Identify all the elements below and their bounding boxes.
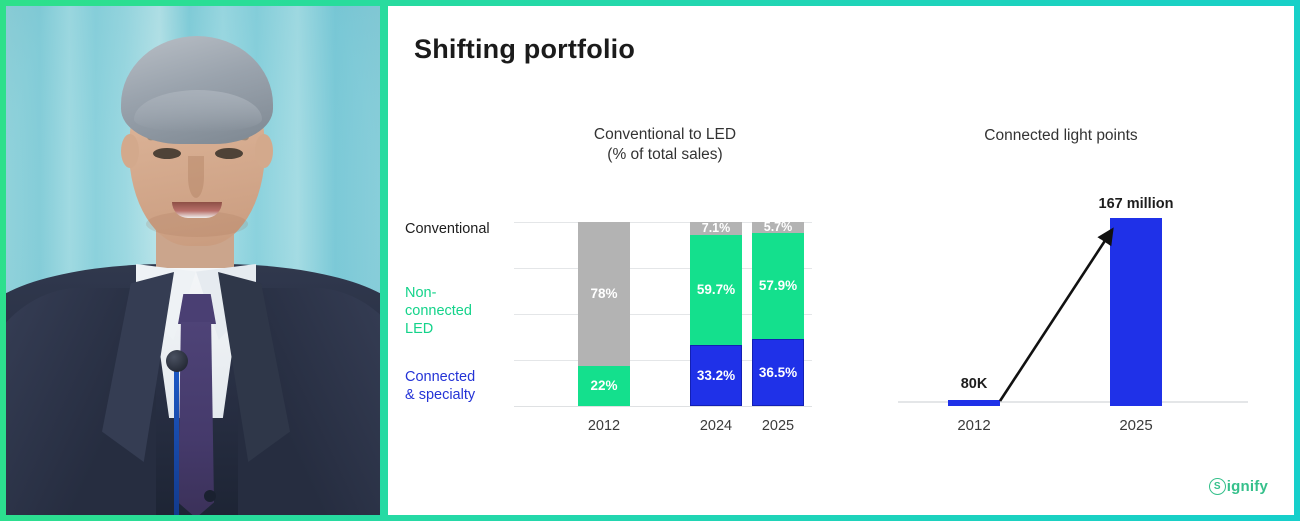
xtick-2025: 2025: [761, 418, 795, 434]
speaker-hair-fringe: [134, 90, 262, 132]
signify-logo-mark-icon: S: [1208, 478, 1226, 495]
bar-column-2024[interactable]: 7.1% 59.7% 33.2%: [690, 221, 742, 406]
speaker-nose: [188, 156, 204, 198]
bar-column-2012[interactable]: 78% 22%: [578, 222, 630, 406]
legend-non-connected-led: Non- connected LED: [405, 284, 500, 338]
signify-logo: S ignify: [1208, 478, 1268, 495]
axis-baseline: [514, 406, 812, 407]
segment-non-connected-led-2024[interactable]: 59.7%: [690, 235, 742, 345]
speaker-eye-left: [153, 148, 181, 159]
speaker-eye-right: [215, 148, 243, 159]
bar-2012-connected-points[interactable]: [948, 400, 1000, 406]
microphone-icon: [166, 350, 188, 372]
xtick-2024: 2024: [699, 418, 733, 434]
legend-non-connected-led-line-1: Non-: [405, 285, 437, 301]
chart-connected-light-points: Connected light points 80K 167 million 2…: [828, 6, 1294, 515]
bar-label-2012-connected-points: 80K: [960, 376, 988, 392]
gridline-50: [514, 314, 812, 315]
segment-conventional-2024[interactable]: 7.1%: [690, 221, 742, 235]
legend-connected-specialty: Connected & specialty: [405, 368, 515, 404]
segment-connected-specialty-2024[interactable]: 33.2%: [690, 344, 742, 406]
xtick-right-2025: 2025: [1119, 417, 1153, 434]
legend-non-connected-led-line-2: connected: [405, 303, 472, 319]
chart-title-line-2: (% of total sales): [607, 146, 723, 163]
gridline-75: [514, 268, 812, 269]
xtick-right-2012: 2012: [957, 417, 991, 434]
segment-non-connected-led-2012[interactable]: 22%: [578, 365, 630, 406]
legend-conventional: Conventional: [405, 221, 490, 237]
bar-label-2025-connected-points: 167 million: [1098, 196, 1174, 212]
presentation-slide: Shifting portfolio Conventional to LED (…: [388, 6, 1294, 515]
segment-connected-specialty-2025[interactable]: 36.5%: [752, 338, 804, 406]
speaker-ear-right: [255, 134, 273, 168]
chart-title-connected-light-points: Connected light points: [984, 127, 1138, 144]
segment-conventional-2025[interactable]: 5.7%: [752, 220, 804, 234]
signify-logo-text: ignify: [1226, 478, 1268, 495]
segment-non-connected-led-2025[interactable]: 57.9%: [752, 232, 804, 339]
gridline-100: [514, 222, 812, 223]
microphone-stem: [174, 368, 179, 515]
legend-connected-specialty-line-1: Connected: [405, 369, 476, 385]
segment-conventional-2012[interactable]: 78%: [578, 222, 630, 366]
suit-button: [204, 490, 216, 502]
speaker-video-feed[interactable]: [6, 6, 380, 515]
speaker-tie-knot: [178, 294, 216, 324]
speaker-tie: [178, 322, 214, 515]
bar-column-2025[interactable]: 5.7% 57.9% 36.5%: [752, 220, 804, 406]
growth-arrow-icon: [998, 227, 1114, 402]
legend-connected-specialty-line-2: & specialty: [405, 387, 476, 403]
gridline-25: [514, 360, 812, 361]
bar-2025-connected-points[interactable]: [1110, 218, 1162, 406]
chart-title-line-1: Conventional to LED: [593, 126, 737, 143]
chart-title-conventional-to-led: Conventional to LED (% of total sales): [500, 125, 830, 165]
legend-non-connected-led-line-3: LED: [405, 321, 434, 337]
xtick-2012: 2012: [587, 418, 621, 434]
right-axis-baseline: [898, 401, 1248, 403]
chart-conventional-to-led: Conventional to LED (% of total sales) 7…: [388, 6, 828, 515]
speaker-mouth: [172, 202, 222, 218]
speaker-ear-left: [121, 134, 139, 168]
page-title: Shifting portfolio: [414, 34, 636, 64]
